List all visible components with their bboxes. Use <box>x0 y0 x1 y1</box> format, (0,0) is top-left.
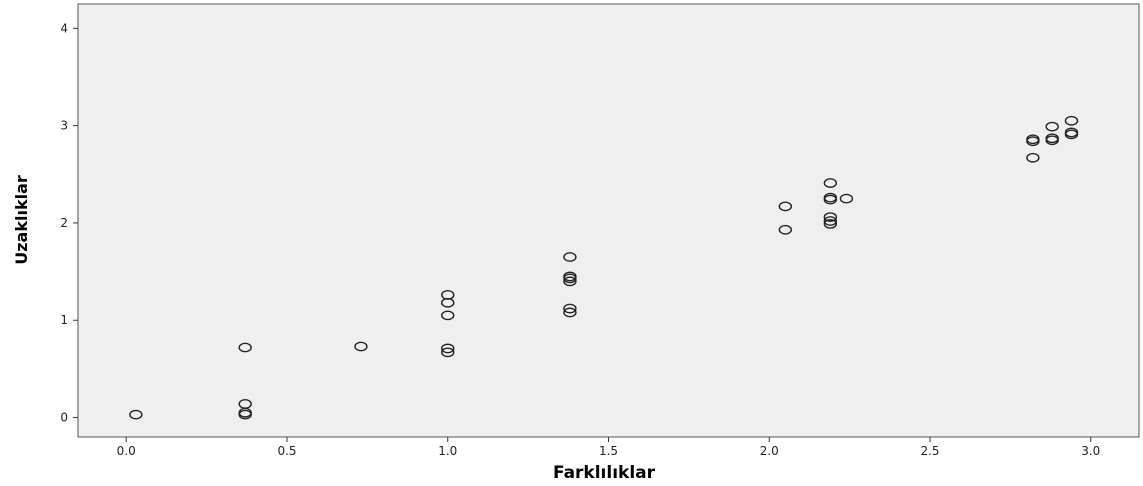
data-point <box>1045 121 1059 132</box>
data-point <box>238 342 252 353</box>
data-point <box>563 303 577 314</box>
data-point <box>129 409 143 420</box>
data-point <box>563 273 577 284</box>
x-tick-label: 0.0 <box>117 444 136 458</box>
data-point <box>1045 135 1059 146</box>
data-point <box>1064 129 1079 140</box>
data-point <box>1026 136 1040 147</box>
y-axis-title: Uzaklıklar <box>12 175 31 265</box>
data-point <box>1064 115 1079 126</box>
data-points <box>129 115 1079 420</box>
x-tick-label: 2.0 <box>760 444 779 458</box>
x-tick-label: 3.0 <box>1081 444 1100 458</box>
x-tick-label: 0.5 <box>277 444 296 458</box>
y-tick-label: 1 <box>60 313 68 327</box>
data-point <box>823 212 838 222</box>
data-point <box>441 310 455 321</box>
data-point <box>823 178 838 188</box>
x-axis-title: Farklılıklar <box>553 463 656 483</box>
data-point <box>1026 152 1040 163</box>
data-point <box>563 307 577 318</box>
data-point <box>441 297 455 308</box>
y-tick-label: 3 <box>60 119 68 133</box>
x-tick-label: 2.5 <box>920 444 939 458</box>
y-tick-label: 0 <box>60 411 68 425</box>
data-point <box>441 347 455 358</box>
y-tick-label: 2 <box>60 216 68 230</box>
data-point <box>563 252 577 262</box>
y-axis: 0 1 2 3 4 <box>60 21 78 425</box>
data-point <box>441 343 455 354</box>
data-point <box>238 409 252 420</box>
x-tick-label: 1.5 <box>599 444 618 458</box>
data-point <box>778 201 793 212</box>
data-point <box>778 224 793 235</box>
data-point <box>563 276 577 287</box>
y-tick-label: 4 <box>60 21 68 35</box>
data-point <box>839 193 854 204</box>
data-point <box>823 194 838 205</box>
data-point <box>354 341 368 352</box>
data-point <box>823 219 838 229</box>
x-tick-label: 1.0 <box>438 444 457 458</box>
data-point <box>823 216 838 226</box>
x-axis: 0.0 0.5 1.0 1.5 2.0 2.5 3.0 <box>117 437 1100 458</box>
plot-area <box>77 3 1140 438</box>
